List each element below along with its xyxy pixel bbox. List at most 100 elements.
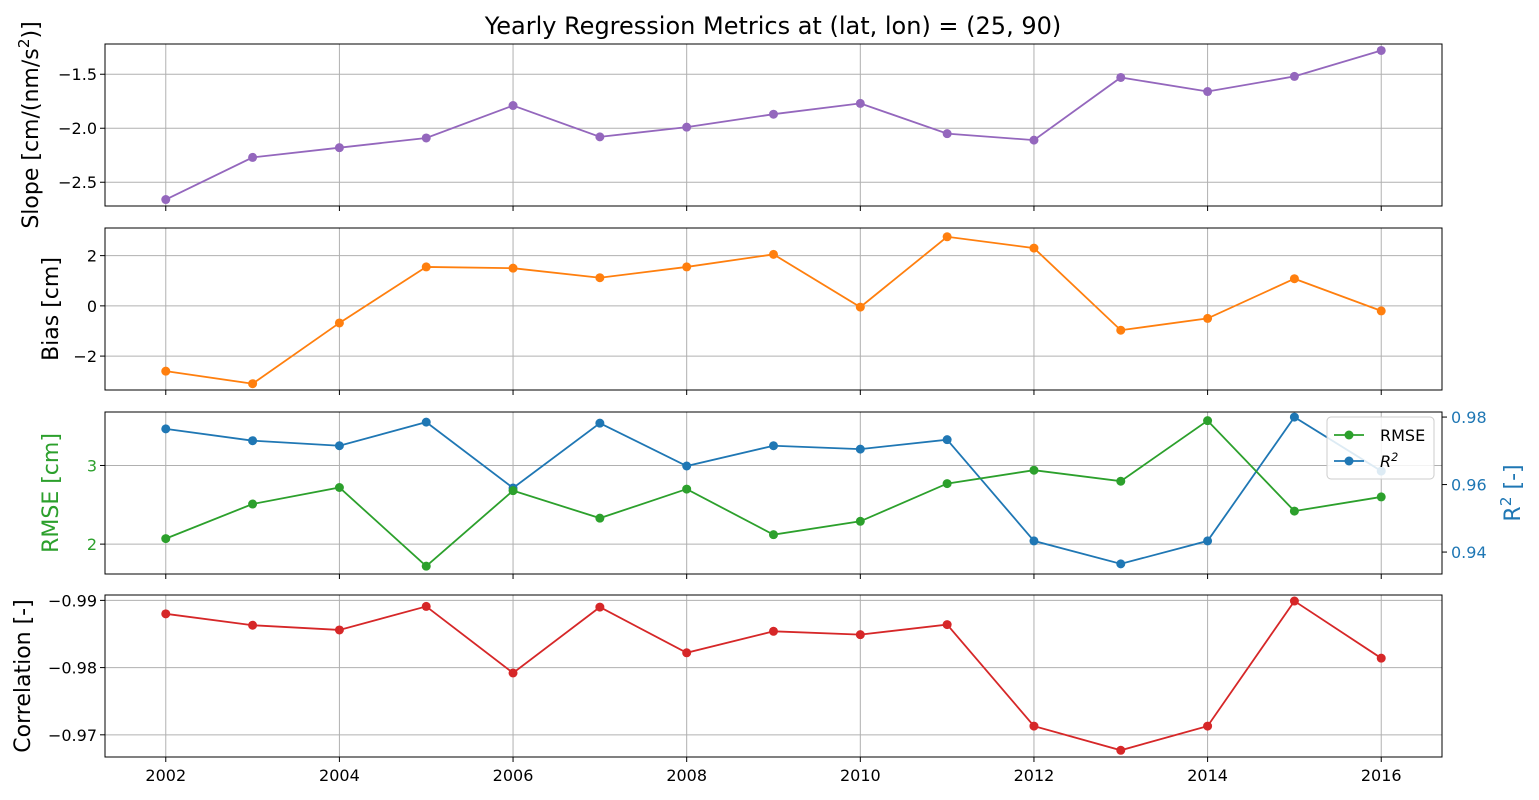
rmse-point-2008 xyxy=(682,484,692,494)
panel4-point-2015 xyxy=(1289,596,1299,606)
x-tick-label: 2006 xyxy=(493,766,534,785)
r2-point-2012 xyxy=(1029,536,1039,546)
panel1-point-2013 xyxy=(1116,72,1126,82)
y-tick-label: −2.5 xyxy=(58,173,97,192)
panel1-point-2010 xyxy=(855,98,865,108)
r2-point-2010 xyxy=(855,444,865,454)
panel4-point-2016 xyxy=(1376,653,1386,663)
panel4-point-2012 xyxy=(1029,721,1039,731)
panel4-series-line xyxy=(165,599,1382,752)
panel2-point-2006 xyxy=(508,263,518,273)
rmse-point-2012 xyxy=(1029,465,1039,475)
panel-frame xyxy=(104,227,1443,391)
right-y-tick-label: 0.94 xyxy=(1451,543,1487,562)
panel-1: −2.5 −2.0 −1.5 Slope [cm/(nm/s2)] xyxy=(15,21,1443,229)
y-tick-label: −0.99 xyxy=(48,591,97,610)
y-tick-label: −0.98 xyxy=(48,659,97,678)
panel1-point-2012 xyxy=(1029,135,1039,145)
r2-point-2013 xyxy=(1116,559,1126,569)
rmse-point-2015 xyxy=(1289,506,1299,516)
legend-label: R2 xyxy=(1380,451,1398,472)
panel2-point-2010 xyxy=(855,302,865,312)
panel4-point-2010 xyxy=(855,630,865,640)
panel2-point-2002 xyxy=(161,366,171,376)
r2-series-line xyxy=(165,415,1382,565)
panel4-point-2014 xyxy=(1203,721,1213,731)
panel4-point-2006 xyxy=(508,668,518,678)
panel2-point-2003 xyxy=(248,379,258,389)
y-tick-label: −1.5 xyxy=(58,65,97,84)
panel1-point-2006 xyxy=(508,101,518,111)
rmse-point-2009 xyxy=(769,530,778,540)
legend-label: RMSE xyxy=(1380,426,1425,445)
panel1-point-2003 xyxy=(248,152,258,162)
r2-point-2008 xyxy=(682,461,692,471)
panel1-point-2014 xyxy=(1203,87,1213,97)
panel2-point-2004 xyxy=(334,318,344,328)
right-y-tick-label: 0.98 xyxy=(1451,408,1487,427)
panel-4: −0.99 −0.98 −0.97 Correlation [-] 2002 2004 20… xyxy=(11,591,1443,785)
r2-point-2004 xyxy=(334,441,344,451)
x-tick-label: 2010 xyxy=(840,766,881,785)
rmse-point-2004 xyxy=(334,482,344,492)
x-tick-label: 2004 xyxy=(319,766,360,785)
rmse-point-2007 xyxy=(595,513,605,523)
right-y-axis-title: R2 [-] xyxy=(1497,464,1526,521)
legend-swatch-marker xyxy=(1344,456,1354,466)
panel2-point-2012 xyxy=(1029,243,1039,253)
panel2-point-2008 xyxy=(682,262,692,272)
y-tick-label: −0.97 xyxy=(48,726,97,745)
x-tick-label: 2002 xyxy=(145,766,186,785)
panel1-point-2007 xyxy=(595,132,605,142)
y-axis-title: Bias [cm] xyxy=(39,257,64,361)
r2-point-2007 xyxy=(595,418,605,428)
y-axis-title: Slope [cm/(nm/s2)] xyxy=(15,21,44,228)
panel4-point-2004 xyxy=(334,625,344,635)
r2-point-2015 xyxy=(1289,412,1299,422)
y-tick-label: 2 xyxy=(87,535,97,554)
panel1-point-2015 xyxy=(1289,71,1299,81)
rmse-point-2011 xyxy=(942,479,952,489)
legend-swatch-marker xyxy=(1344,430,1354,440)
legend-box xyxy=(1326,416,1435,480)
right-y-tick-label: 0.96 xyxy=(1451,476,1487,495)
panel2-point-2009 xyxy=(769,249,778,259)
panel4-point-2005 xyxy=(421,601,431,611)
panel-frame xyxy=(104,411,1443,575)
x-tick-label: 2012 xyxy=(1014,766,1055,785)
r2-point-2003 xyxy=(248,436,258,446)
rmse-point-2016 xyxy=(1376,492,1386,502)
x-tick-label: 2016 xyxy=(1361,766,1402,785)
r2-point-2009 xyxy=(769,441,778,451)
panel1-point-2009 xyxy=(769,109,778,119)
panel1-point-2004 xyxy=(334,143,344,153)
r2-point-2005 xyxy=(421,417,431,427)
panel1-series-line xyxy=(165,49,1382,201)
y-tick-label: −2 xyxy=(73,347,97,366)
panel2-point-2007 xyxy=(595,273,605,283)
rmse-point-2014 xyxy=(1203,416,1213,426)
panel4-point-2002 xyxy=(161,609,171,619)
r2-point-2002 xyxy=(161,424,171,434)
panel2-point-2011 xyxy=(942,232,952,242)
panel4-point-2011 xyxy=(942,620,952,630)
rmse-point-2013 xyxy=(1116,476,1126,486)
panel1-point-2016 xyxy=(1376,45,1386,55)
x-tick-label: 2014 xyxy=(1187,766,1228,785)
panel2-point-2016 xyxy=(1376,306,1386,316)
y-axis-title: RMSE [cm] xyxy=(39,433,64,553)
y-axis-title: Correlation [-] xyxy=(11,599,36,752)
rmse-point-2010 xyxy=(855,516,865,526)
panel4-point-2008 xyxy=(682,648,692,658)
panel2-point-2015 xyxy=(1289,274,1299,284)
rmse-point-2002 xyxy=(161,534,171,544)
panel2-point-2013 xyxy=(1116,325,1126,335)
r2-point-2011 xyxy=(942,435,952,445)
rmse-point-2003 xyxy=(248,499,258,509)
rmse-point-2006 xyxy=(508,486,518,496)
panel-frame xyxy=(104,43,1443,207)
legend: RMSE R2 xyxy=(1326,416,1435,480)
panel-frame xyxy=(104,594,1443,758)
panel2-point-2014 xyxy=(1203,313,1213,323)
